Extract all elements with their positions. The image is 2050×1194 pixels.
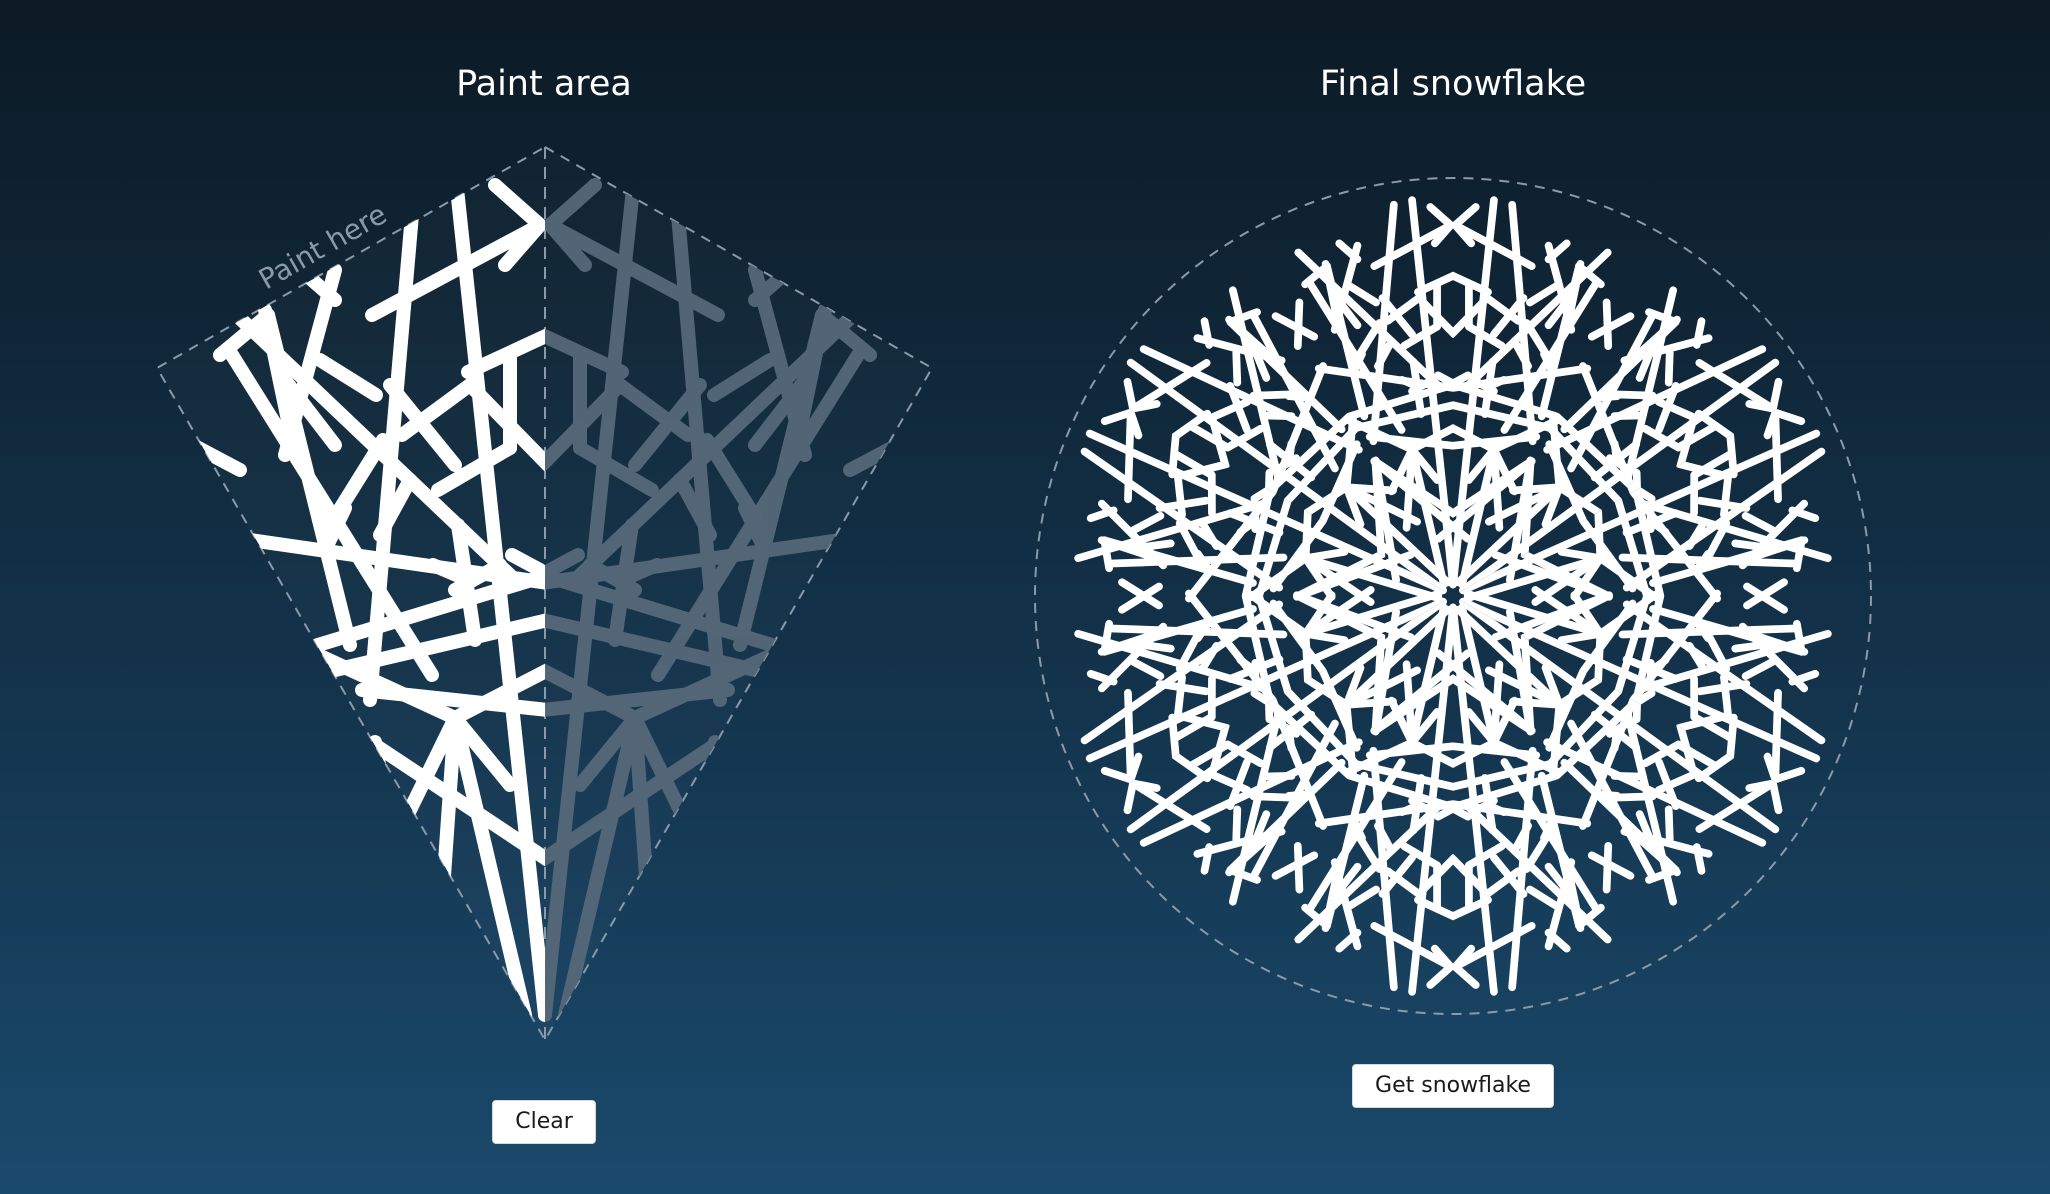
snowflake-boundary <box>1034 177 1872 1015</box>
clear-button[interactable]: Clear <box>492 1100 596 1144</box>
paint-area-outline[interactable] <box>155 145 934 1043</box>
final-snowflake-title: Final snowflake <box>1319 64 1587 104</box>
paint-area-title: Paint area <box>456 64 632 104</box>
final-snowflake <box>1021 200 1884 992</box>
get-snowflake-button[interactable]: Get snowflake <box>1352 1064 1554 1108</box>
